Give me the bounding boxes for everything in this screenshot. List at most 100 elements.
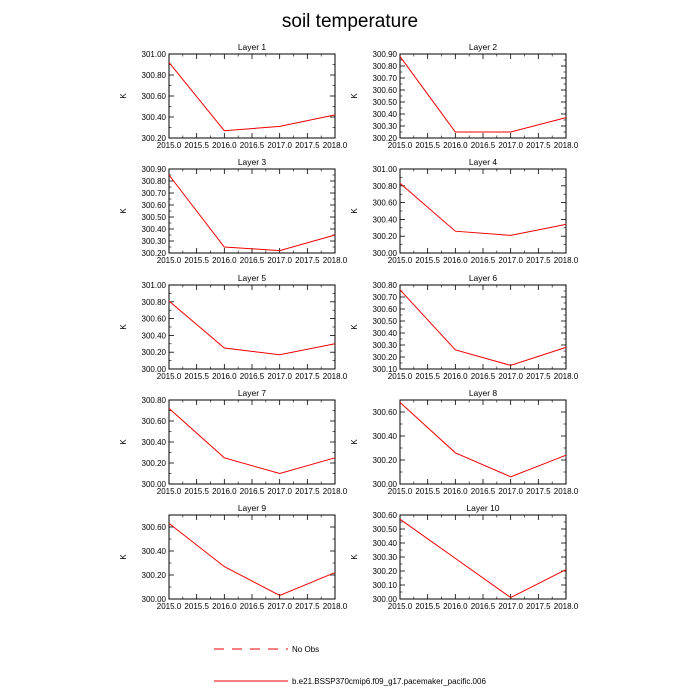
x-tick-label: 2016.0 [212,256,237,265]
y-axis-label: K [350,554,359,560]
y-tick-label: 300.00 [142,480,167,489]
series-line [399,182,567,236]
y-axis-label: K [350,208,359,214]
x-tick-label: 2016.0 [443,372,468,381]
y-tick-label: 301.00 [142,50,167,59]
x-tick-label: 2016.0 [443,141,468,150]
figure-title: soil temperature [282,11,418,32]
x-tick-label: 2017.5 [295,372,320,381]
y-tick-label: 300.60 [142,315,167,324]
y-tick-label: 300.40 [142,547,167,556]
panel-layer-10: Layer 10 300.00 300.10 300.20 300.30 300.40 30… [350,503,579,611]
panel-title: Layer 5 [238,273,267,283]
plot-frame [399,53,567,139]
y-tick-label: 300.40 [373,539,398,548]
y-tick-label: 300.30 [142,237,167,246]
y-tick-label: 300.70 [373,74,398,83]
x-tick-label: 2015.0 [157,602,182,611]
series-line [399,56,567,133]
y-tick-label: 300.40 [373,110,398,119]
y-tick-label: 300.30 [373,341,398,350]
x-tick-label: 2016.5 [240,487,265,496]
plot-frame [399,399,567,485]
x-tick-label: 2015.0 [157,141,182,150]
x-tick-label: 2016.0 [443,487,468,496]
y-tick-label: 300.00 [373,480,398,489]
legend: No Obs b.e21.BSSP370cmip6.f09_g17.pacemak… [214,645,486,686]
y-tick-label: 300.70 [142,189,167,198]
y-tick-label: 300.80 [373,62,398,71]
y-axis-label: K [119,439,128,445]
y-tick-label: 300.20 [373,134,398,143]
x-tick-label: 2015.0 [157,372,182,381]
x-tick-label: 2015.5 [415,141,440,150]
series-line [168,523,336,596]
x-tick-label: 2018.0 [323,602,348,611]
x-tick-label: 2016.5 [471,602,496,611]
y-tick-label: 300.20 [373,456,398,465]
y-tick-label: 300.30 [373,122,398,131]
y-tick-label: 300.20 [142,459,167,468]
y-tick-label: 300.60 [142,417,167,426]
x-tick-label: 2015.5 [415,602,440,611]
plot-frame [168,284,336,370]
y-tick-label: 300.40 [142,331,167,340]
y-tick-label: 300.50 [373,98,398,107]
y-tick-label: 300.80 [373,281,398,290]
x-tick-label: 2018.0 [554,372,579,381]
y-axis-label: K [350,93,359,99]
plot-frame [168,399,336,485]
x-tick-label: 2017.0 [267,487,292,496]
x-tick-label: 2015.0 [388,141,413,150]
y-tick-label: 300.80 [142,298,167,307]
y-tick-label: 300.90 [373,50,398,59]
y-axis-label: K [119,93,128,99]
series-line [168,62,336,132]
x-tick-label: 2015.0 [388,487,413,496]
panels: Layer 1 300.20 300.40 300.60 300.80 301.00 201… [119,42,579,611]
x-tick-label: 2015.5 [184,372,209,381]
y-tick-label: 300.60 [373,305,398,314]
x-tick-label: 2018.0 [554,141,579,150]
x-tick-label: 2015.0 [157,256,182,265]
x-tick-label: 2015.5 [184,487,209,496]
panel-title: Layer 1 [238,42,267,52]
x-tick-label: 2015.5 [184,141,209,150]
panel-layer-7: Layer 7 300.00 300.20 300.40 300.60 300.80 201… [119,388,348,496]
x-tick-label: 2017.0 [498,141,523,150]
x-tick-label: 2018.0 [554,602,579,611]
y-tick-label: 301.00 [142,281,167,290]
y-axis-label: K [350,439,359,445]
x-tick-label: 2018.0 [323,141,348,150]
y-tick-label: 300.00 [373,249,398,258]
series-line [399,289,567,366]
panel-layer-2: Layer 2 300.20 300.30 300.40 300.50 300.60 300… [350,42,579,150]
x-tick-label: 2016.0 [212,487,237,496]
x-tick-label: 2017.0 [498,372,523,381]
y-tick-label: 300.60 [373,408,398,417]
y-tick-label: 300.20 [142,571,167,580]
y-tick-label: 300.00 [142,595,167,604]
x-tick-label: 2017.5 [295,141,320,150]
y-tick-label: 300.20 [142,249,167,258]
y-axis-label: K [119,554,128,560]
y-tick-label: 300.40 [373,215,398,224]
y-tick-label: 300.10 [373,581,398,590]
y-axis-label: K [350,324,359,330]
x-tick-label: 2015.5 [415,256,440,265]
x-tick-label: 2016.5 [471,141,496,150]
y-axis-label: K [119,208,128,214]
x-tick-label: 2015.0 [157,487,182,496]
x-tick-label: 2015.0 [388,372,413,381]
y-tick-label: 300.30 [373,553,398,562]
y-tick-label: 300.00 [142,365,167,374]
x-tick-label: 2017.0 [267,141,292,150]
x-tick-label: 2016.5 [240,372,265,381]
panel-layer-1: Layer 1 300.20 300.40 300.60 300.80 301.00 201… [119,42,348,150]
y-tick-label: 300.80 [142,71,167,80]
x-tick-label: 2015.5 [184,256,209,265]
x-tick-label: 2016.5 [240,141,265,150]
x-tick-label: 2016.5 [471,372,496,381]
